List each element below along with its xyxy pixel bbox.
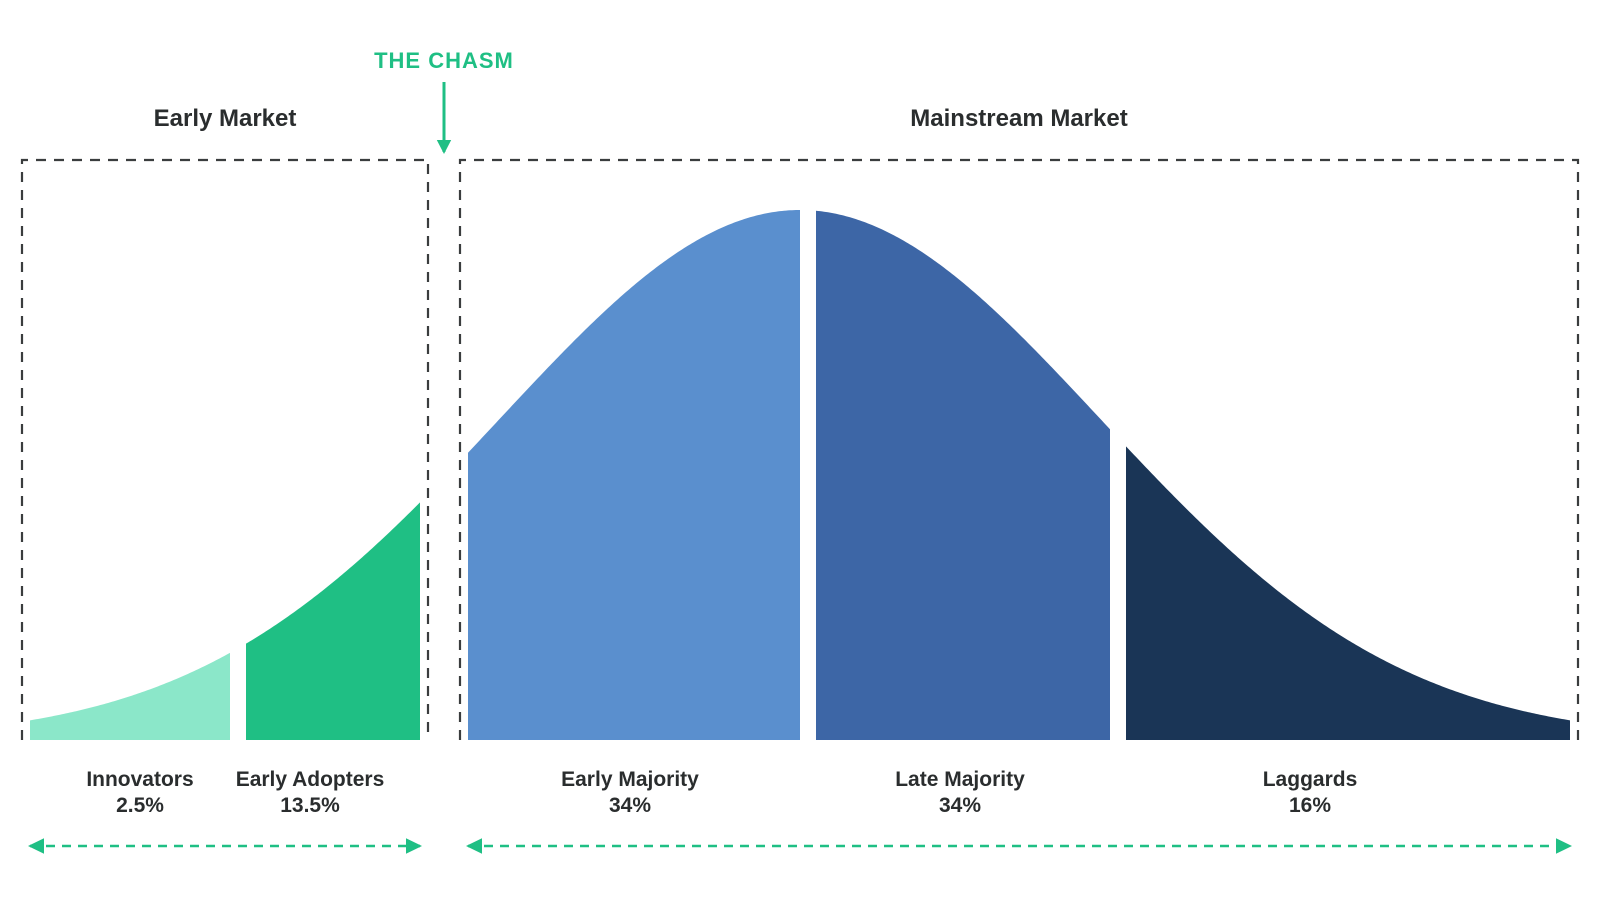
segment-pct-early-majority: 34% xyxy=(609,794,651,817)
segment-pct-early-adopters: 13.5% xyxy=(280,794,340,817)
segment-pct-innovators: 2.5% xyxy=(116,794,164,817)
segment-pct-late-majority: 34% xyxy=(939,794,981,817)
chasm-label: THE CHASM xyxy=(374,48,514,73)
region-label-early: Early Market xyxy=(154,105,297,132)
segment-pct-laggards: 16% xyxy=(1289,794,1331,817)
segment-name-early-adopters: Early Adopters xyxy=(236,768,385,791)
segment-name-early-majority: Early Majority xyxy=(561,768,699,791)
region-label-mainstream: Mainstream Market xyxy=(910,105,1127,132)
segment-name-laggards: Laggards xyxy=(1263,768,1358,791)
segment-name-innovators: Innovators xyxy=(86,768,193,791)
segment-name-late-majority: Late Majority xyxy=(895,768,1025,791)
adoption-curve-chart: Early Market Mainstream Market THE CHASM In… xyxy=(0,0,1600,900)
